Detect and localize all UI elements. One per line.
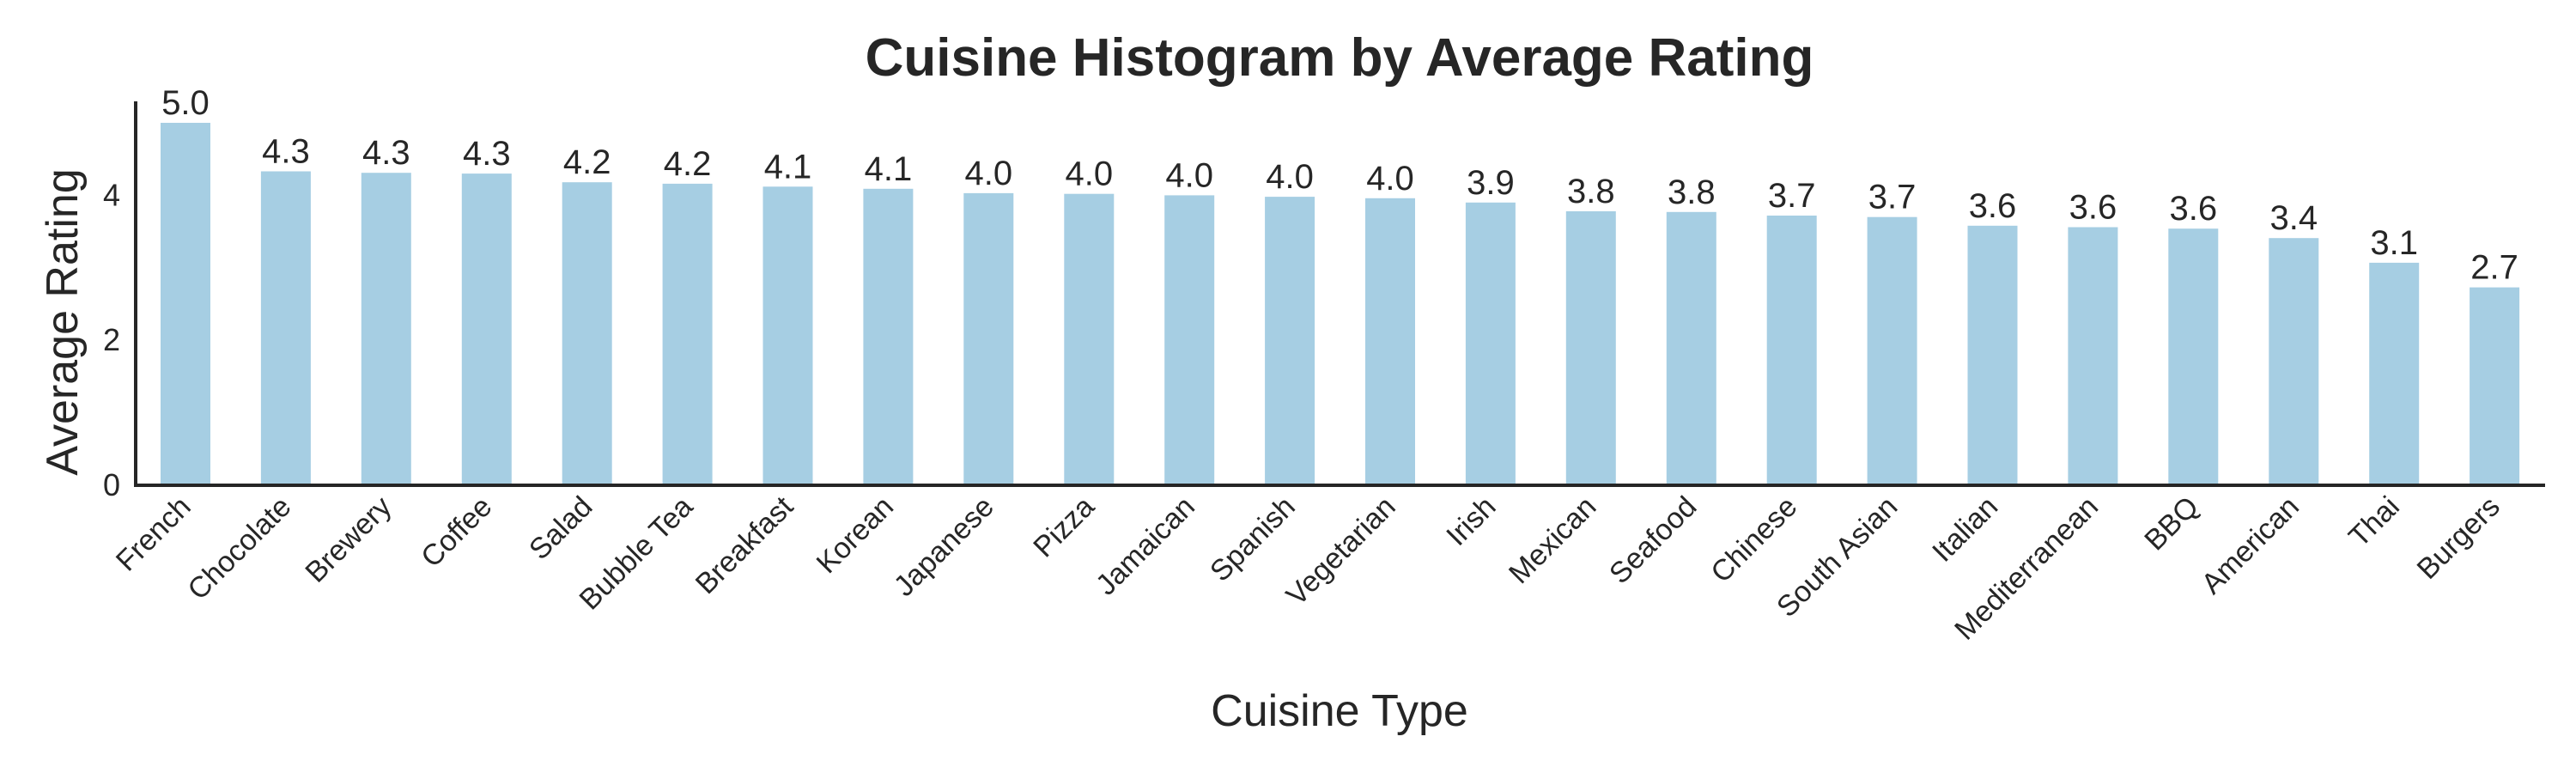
bar-chinese: [1766, 216, 1817, 485]
y-ticks-group: 0 2 4: [103, 177, 120, 502]
bar-french: [161, 123, 210, 485]
bar-mexican: [1565, 211, 1616, 485]
data-label: 4.2: [664, 145, 712, 183]
x-tick-label: Pizza: [1027, 490, 1101, 564]
data-label: 5.0: [161, 84, 210, 122]
data-label: 3.8: [1668, 173, 1716, 211]
data-label: 3.9: [1467, 164, 1515, 202]
data-label: 4.2: [563, 143, 611, 181]
bar-salad: [562, 182, 612, 485]
x-tick-label: Vegetarian: [1280, 490, 1402, 612]
bar-pizza: [1064, 193, 1115, 485]
data-label: 4.0: [1165, 156, 1213, 194]
data-label: 4.0: [1366, 160, 1414, 198]
data-label: 4.0: [964, 155, 1012, 192]
x-tick-label: Thai: [2342, 490, 2406, 554]
y-axis-label: Average Rating: [38, 168, 88, 476]
x-tick-label: Brewery: [299, 490, 398, 589]
data-label: 4.3: [362, 134, 410, 172]
x-tick-label: Japanese: [888, 490, 1000, 603]
y-tick-label: 0: [103, 467, 120, 502]
data-label: 3.1: [2370, 224, 2418, 262]
data-label: 3.4: [2269, 199, 2318, 237]
data-label: 3.6: [1969, 187, 2017, 225]
bar-bubble-tea: [662, 183, 713, 485]
bar-japanese: [963, 192, 1014, 485]
y-tick-label: 2: [103, 322, 120, 357]
bars-group: 5.0 4.3 4.3 4.3 4.2 4.2 4.1 4.1 4.0 4.0 4.0 4.0 4.0 3…: [161, 84, 2520, 486]
data-label: 2.7: [2470, 249, 2518, 287]
x-tick-label: Seafood: [1603, 490, 1703, 590]
x-tick-label: Korean: [811, 490, 900, 580]
bar-jamaican: [1164, 195, 1215, 485]
bar-south-asian: [1867, 216, 1917, 485]
bar-korean: [863, 188, 914, 486]
x-tick-label: Chinese: [1704, 490, 1803, 589]
x-axis-label: Cuisine Type: [1211, 686, 1468, 736]
data-label: 4.0: [1266, 158, 1314, 196]
x-tick-label: Spanish: [1204, 490, 1302, 588]
bar-bbq: [2168, 228, 2219, 485]
x-tick-label: Irish: [1440, 490, 1502, 552]
data-label: 4.3: [463, 135, 511, 173]
x-tick-label: Jamaican: [1090, 490, 1201, 602]
bar-mediterranean: [2068, 227, 2118, 485]
bar-italian: [1967, 225, 2018, 485]
bar-irish: [1465, 202, 1516, 486]
data-label: 3.7: [1768, 177, 1816, 215]
bar-seafood: [1666, 211, 1716, 486]
bar-spanish: [1265, 197, 1315, 485]
bar-brewery: [361, 173, 411, 485]
bar-breakfast: [762, 186, 813, 486]
bar-american: [2269, 238, 2319, 485]
y-tick-label: 4: [103, 177, 120, 212]
bar-burgers: [2470, 287, 2520, 485]
x-tick-label: Breakfast: [690, 490, 800, 600]
bar-coffee: [461, 173, 512, 485]
bar-thai: [2369, 262, 2420, 485]
data-label: 3.8: [1567, 173, 1615, 210]
x-tick-label: Coffee: [415, 490, 498, 574]
data-label: 4.1: [764, 148, 812, 186]
x-tick-label: American: [2196, 490, 2306, 600]
bar-chocolate: [260, 171, 311, 485]
data-label: 4.1: [865, 150, 913, 188]
x-tick-label: Burgers: [2411, 490, 2506, 586]
data-label: 3.6: [2169, 190, 2217, 228]
x-tick-label: French: [110, 490, 197, 578]
data-label: 3.7: [1868, 179, 1917, 216]
bar-vegetarian: [1365, 198, 1415, 486]
x-tick-label: BBQ: [2138, 490, 2205, 557]
x-tick-label: Chocolate: [181, 490, 297, 606]
x-tick-label: Mexican: [1503, 490, 1602, 590]
data-label: 4.0: [1065, 155, 1113, 193]
x-tick-label: Salad: [523, 490, 598, 566]
chart-title: Cuisine Histogram by Average Rating: [866, 28, 1814, 88]
data-label: 4.3: [262, 133, 310, 171]
x-tick-label: Italian: [1926, 490, 2004, 569]
data-label: 3.6: [2069, 189, 2117, 227]
